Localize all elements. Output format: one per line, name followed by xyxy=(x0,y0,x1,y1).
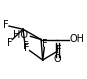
Text: F: F xyxy=(24,43,30,53)
Text: F: F xyxy=(41,39,47,49)
Text: HO: HO xyxy=(13,30,28,40)
Text: F: F xyxy=(3,20,9,30)
Text: OH: OH xyxy=(70,35,85,44)
Text: F: F xyxy=(56,45,62,55)
Text: F: F xyxy=(7,38,13,48)
Text: O: O xyxy=(54,54,61,64)
Text: F: F xyxy=(23,41,28,51)
